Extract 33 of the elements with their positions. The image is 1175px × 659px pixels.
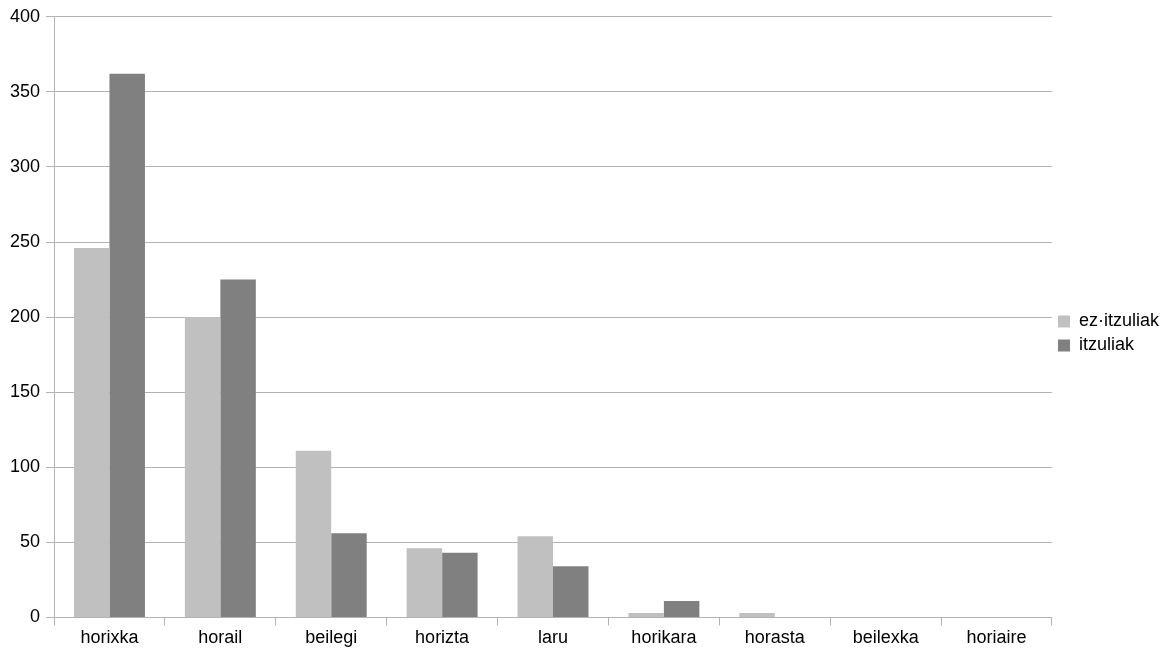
bar <box>739 612 775 617</box>
legend-label: itzuliak <box>1078 334 1135 355</box>
bar <box>109 73 145 617</box>
x-tick-label: horizta <box>415 627 471 648</box>
legend-label: ez·itzuliak <box>1078 310 1160 331</box>
y-tick-label: 200 <box>9 306 41 327</box>
bar <box>517 536 553 617</box>
y-tick-label: 50 <box>20 531 41 552</box>
y-tick-label: 150 <box>9 381 41 402</box>
y-tick-label: 0 <box>30 606 41 627</box>
bar <box>73 248 110 617</box>
y-tick-label: 350 <box>9 80 41 101</box>
bar <box>553 566 589 617</box>
x-tick-label: beilexka <box>852 627 920 648</box>
x-tick-label: horasta <box>744 627 806 648</box>
x-tick-label: horail <box>198 627 243 648</box>
bar <box>331 533 367 617</box>
bar <box>184 317 221 617</box>
x-tick-label: horikara <box>631 627 698 648</box>
x-tick-label: horixka <box>80 627 140 648</box>
y-tick-label: 400 <box>9 5 41 26</box>
bar <box>442 552 478 617</box>
bar <box>663 600 700 617</box>
y-tick-label: 100 <box>9 456 41 477</box>
bar <box>628 612 664 617</box>
x-tick-label: laru <box>538 627 569 648</box>
x-tick-label: beilegi <box>305 627 358 648</box>
y-tick-label: 250 <box>9 230 41 251</box>
bar <box>406 548 443 617</box>
y-tick-label: 300 <box>9 155 41 176</box>
bar <box>220 279 256 617</box>
x-tick-label: horiaire <box>966 627 1027 648</box>
bar <box>295 450 332 617</box>
